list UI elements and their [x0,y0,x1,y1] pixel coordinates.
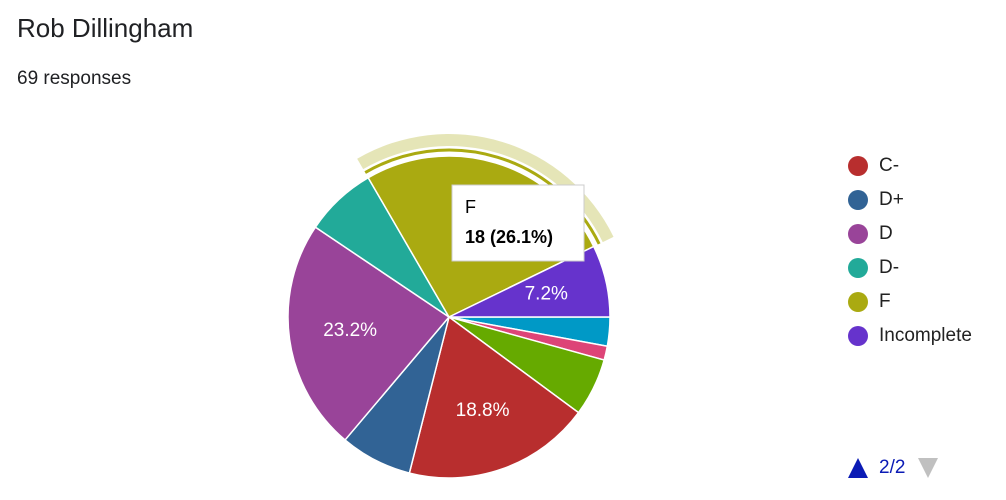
legend-page: 2/2 [879,457,905,478]
legend-swatch [848,224,868,244]
legend-label: D- [879,257,899,278]
chart-subtitle: 69 responses [17,68,131,89]
legend-label: D+ [879,189,904,210]
slice-label: 18.8% [456,400,510,421]
legend: C- D+ D D- F Incomplete [848,155,972,346]
legend-swatch [848,258,868,278]
tooltip-box [451,184,585,262]
tooltip-text: 18 (26.1%) [465,227,553,247]
slice-label: 7.2% [525,284,568,305]
legend-label: C- [879,155,899,176]
chart-title: Rob Dillingham [17,13,193,43]
slice [448,245,611,318]
slice [408,315,580,479]
legend-prev[interactable] [848,458,868,478]
slice-label: 23.2% [323,320,377,341]
legend-swatch [848,292,868,312]
tooltip: F 18 (26.1%) [451,184,585,262]
legend-swatch [848,156,868,176]
legend-label: F [879,291,891,312]
slice [287,226,451,441]
legend-swatch [848,190,868,210]
legend-swatch [848,326,868,346]
tooltip-label: F [465,197,476,217]
legend-next[interactable] [918,458,938,478]
legend-label: D [879,223,893,244]
legend-label: Incomplete [879,325,972,346]
